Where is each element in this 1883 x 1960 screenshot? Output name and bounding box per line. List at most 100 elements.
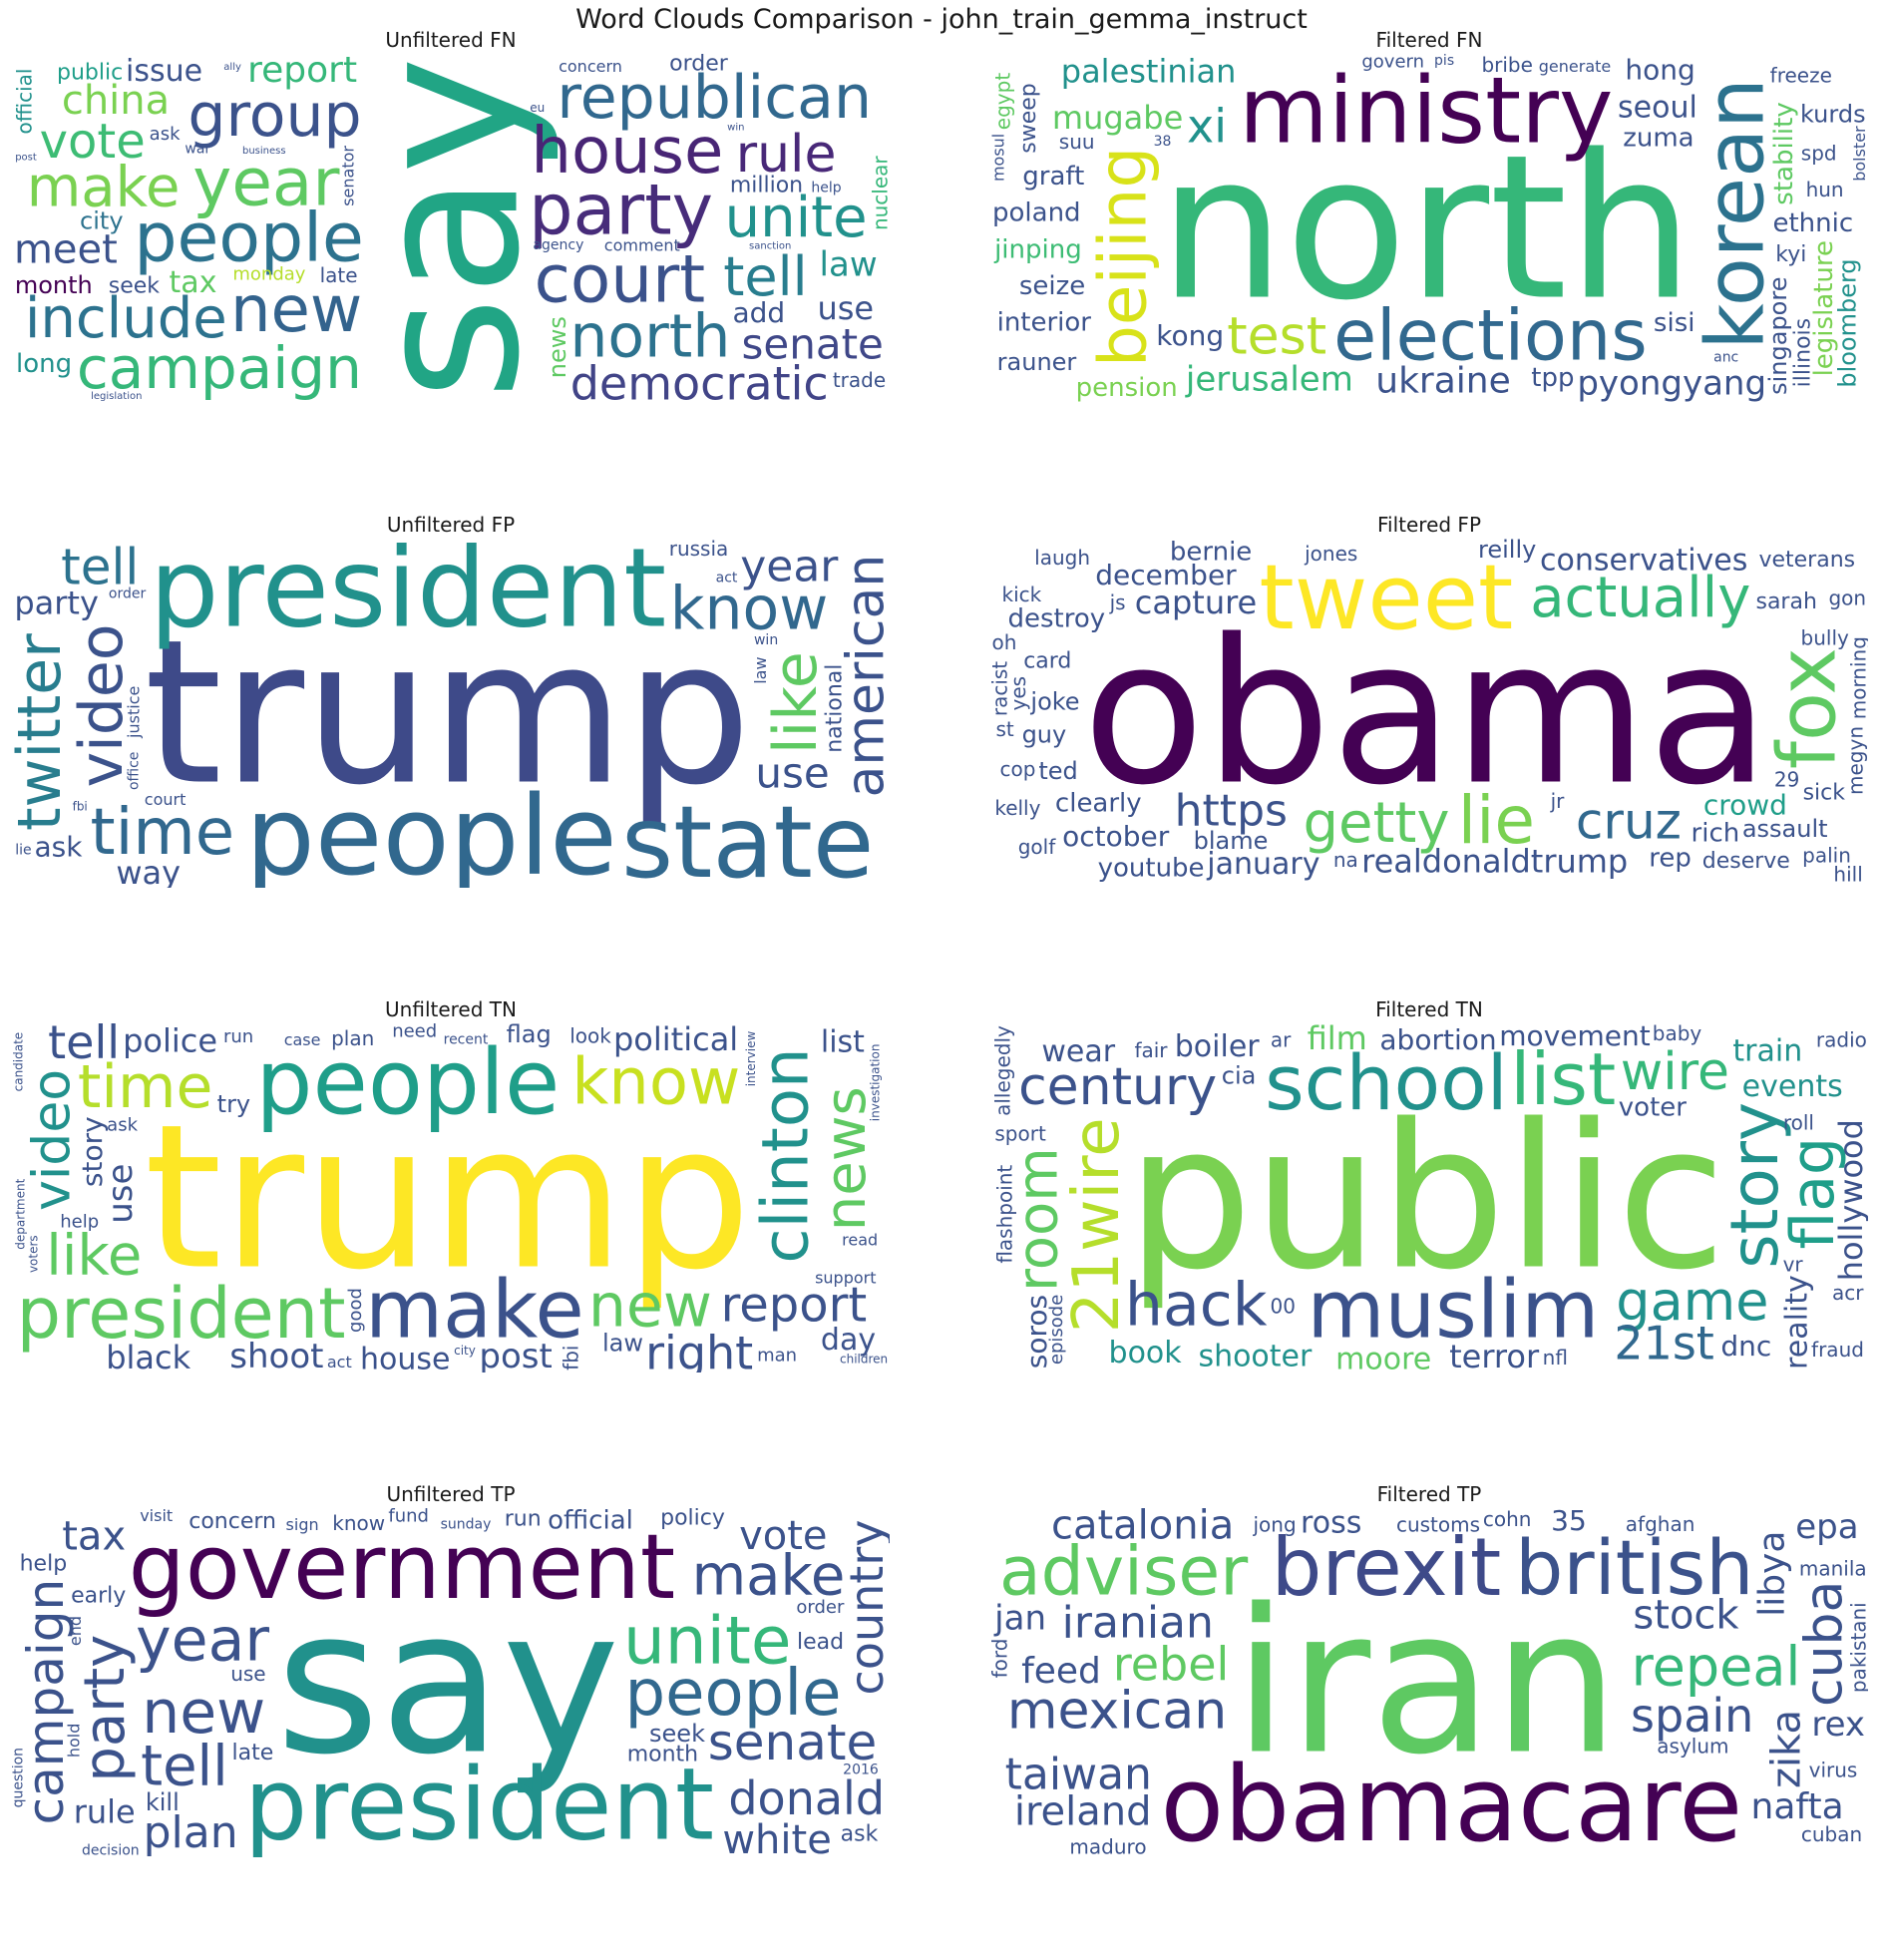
word-man: man [757, 1345, 797, 1366]
word-jinping: jinping [993, 235, 1082, 265]
word-news: news [544, 316, 571, 378]
word-late: late [320, 263, 358, 287]
word-sanction: sanction [749, 241, 791, 252]
word-try: try [217, 1090, 250, 1118]
word-democratic: democratic [570, 357, 829, 403]
word-reality: reality [1780, 1275, 1815, 1370]
word-ethnic: ethnic [1772, 208, 1853, 238]
word-justice: justice [124, 686, 143, 739]
word-deserve: deserve [1702, 849, 1790, 874]
word-adviser: adviser [999, 1533, 1248, 1612]
word-ar: ar [1271, 1027, 1292, 1051]
word-destroy: destroy [1007, 603, 1105, 633]
word-day: day [821, 1323, 876, 1358]
word-rauner: rauner [997, 348, 1077, 376]
word-campaign: campaign [17, 1579, 75, 1825]
word-shoot: shoot [229, 1337, 323, 1372]
word-monday: monday [232, 263, 305, 284]
word-jong: jong [1253, 1512, 1297, 1536]
word-business: business [242, 146, 286, 157]
word-need: need [392, 1023, 437, 1042]
word-news: news [814, 1086, 879, 1231]
word-wire: wire [1621, 1042, 1729, 1102]
word-hong: hong [1625, 54, 1695, 86]
panel-title: Unfiltered TP [386, 1482, 516, 1506]
word-say: say [332, 56, 565, 400]
word-sarah: sarah [1755, 589, 1816, 614]
panel-title: Unfiltered FP [386, 513, 516, 537]
word-issue: issue [126, 54, 202, 89]
word-seek: seek [109, 273, 161, 298]
word-policy: policy [660, 1508, 725, 1530]
word-know: know [571, 1045, 740, 1119]
word-vote: vote [739, 1513, 827, 1559]
word-cloud: public muslim school list story 21wire flag hac… [990, 1023, 1868, 1372]
word-year: year [192, 145, 340, 221]
word-like: like [761, 651, 831, 754]
word-suu: suu [1059, 130, 1095, 154]
word-tell: tell [723, 245, 807, 308]
word-customs: customs [1396, 1513, 1480, 1537]
word-president: president [17, 1273, 346, 1355]
word-cloud: say party people court year house new group nort… [12, 54, 890, 403]
word-group: group [188, 81, 361, 151]
word-fraud: fraud [1811, 1338, 1864, 1362]
word-racist: racist [990, 661, 1011, 716]
word-getty: getty [1303, 791, 1449, 856]
word-conservatives: conservatives [1540, 543, 1747, 578]
word-taiwan: taiwan [1005, 1750, 1152, 1800]
word-baby: baby [1653, 1023, 1702, 1045]
word-events: events [1742, 1069, 1843, 1104]
word-unite: unite [623, 1602, 791, 1679]
word-seek: seek [649, 1720, 705, 1748]
word-video: video [67, 623, 137, 787]
word-cloud: trump people make president know clinton new ti… [12, 1023, 890, 1372]
word-beijing: beijing [1085, 147, 1162, 367]
word-country: country [840, 1520, 890, 1696]
word-spain: spain [1631, 1689, 1753, 1743]
word-win: win [727, 122, 744, 133]
word-house: house [360, 1343, 450, 1373]
word-read: read [842, 1230, 878, 1249]
word-way: way [116, 854, 181, 888]
word-official: official [13, 69, 37, 135]
word-bully: bully [1801, 625, 1849, 649]
word-black: black [106, 1339, 190, 1372]
word-say: say [275, 1567, 619, 1799]
word-official: official [548, 1508, 633, 1535]
word-golf: golf [1018, 835, 1056, 859]
word-legislation: legislation [91, 391, 142, 402]
panel-unfiltered-fp: Unfiltered FP trump people president state ti… [12, 513, 890, 888]
word-donald: donald [728, 1771, 885, 1825]
word-terror: terror [1449, 1338, 1540, 1372]
word-late: late [232, 1741, 274, 1765]
word-cuba: cuba [1795, 1581, 1855, 1707]
panel-unfiltered-tn: Unfiltered TN trump people make president kno… [12, 997, 890, 1372]
word-gon: gon [1828, 586, 1866, 609]
word-cloud: say president government unite people new year… [12, 1508, 890, 1857]
word-candidate: candidate [12, 1032, 25, 1092]
word-comment: comment [604, 235, 680, 254]
word-people: people [255, 1030, 560, 1135]
word-kyi: kyi [1775, 242, 1806, 267]
word-nfl: nfl [1543, 1346, 1568, 1370]
word-campaign: campaign [77, 334, 362, 402]
word-party: party [529, 169, 713, 250]
word-https: https [1175, 786, 1288, 837]
word-president: president [244, 1747, 714, 1857]
word-new: new [588, 1271, 712, 1341]
word-question: question [12, 1748, 27, 1807]
word-ask: ask [150, 124, 181, 145]
word-pis: pis [1434, 54, 1454, 69]
word-hold: hold [65, 1724, 84, 1759]
word-obamacare: obamacare [1161, 1744, 1743, 1857]
word-ministry: ministry [1239, 58, 1613, 165]
word-ask: ask [841, 1821, 879, 1846]
word-order: order [109, 587, 147, 602]
word-bolster: bolster [1850, 126, 1868, 182]
word-hack: hack [1125, 1271, 1268, 1341]
word-mosul: mosul [990, 134, 1008, 182]
word-help: help [20, 1552, 68, 1577]
